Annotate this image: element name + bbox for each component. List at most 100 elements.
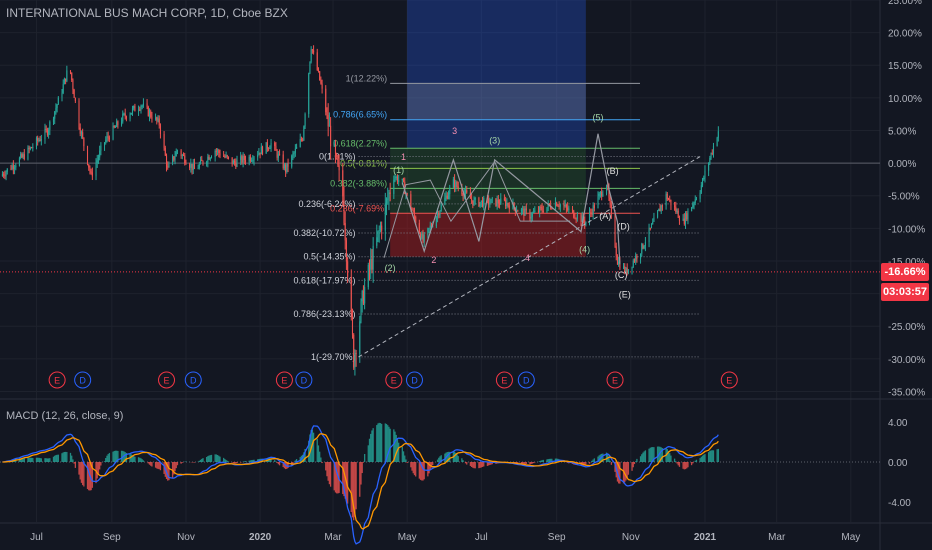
- fib-low-level-label: 0.382(-10.72%): [294, 228, 356, 238]
- candle-body: [198, 163, 200, 168]
- price-axis-tick-label: -5.00%: [888, 192, 920, 203]
- candle-body: [541, 207, 543, 211]
- candle-body: [308, 73, 310, 114]
- candle-body: [338, 165, 340, 171]
- candle-body: [223, 155, 225, 157]
- candle-body: [192, 163, 194, 170]
- candle-body: [32, 146, 34, 148]
- candle-body: [472, 200, 474, 205]
- candle-body: [398, 180, 400, 182]
- candle-body: [12, 165, 14, 169]
- candle-body: [134, 105, 136, 112]
- candle-body: [252, 160, 254, 162]
- dividend-marker-label: D: [411, 376, 418, 386]
- candle-body: [394, 177, 396, 180]
- candle-body: [121, 121, 123, 125]
- fib-low-level-label: 0.5(-14.35%): [304, 252, 356, 262]
- time-axis-tick-label: Nov: [622, 532, 640, 543]
- candle-body: [23, 154, 25, 160]
- candle-body: [669, 199, 671, 201]
- candle-body: [45, 128, 47, 130]
- candle-body: [512, 202, 514, 210]
- candle-body: [395, 176, 397, 178]
- candle-body: [325, 88, 327, 113]
- candle-body: [497, 199, 499, 204]
- candle-body: [130, 112, 132, 115]
- candle-body: [376, 237, 378, 246]
- candle-body: [602, 193, 604, 197]
- candle-body: [513, 202, 515, 208]
- time-axis-tick-label: Nov: [177, 532, 195, 543]
- candle-body: [209, 157, 211, 160]
- candle-body: [665, 193, 667, 206]
- candle-body: [294, 148, 296, 153]
- wave-label: (4): [579, 245, 590, 255]
- candle-body: [240, 156, 242, 160]
- candle-body: [683, 218, 685, 224]
- price-axis-tick-label: -35.00%: [888, 387, 925, 398]
- price-axis-tick-label: 10.00%: [888, 94, 922, 105]
- candle-body: [200, 159, 202, 164]
- candle-body: [546, 207, 548, 213]
- candle-body: [163, 133, 165, 148]
- candle-body: [423, 234, 425, 242]
- candle-body: [310, 49, 312, 62]
- candle-body: [57, 97, 59, 105]
- candle-body: [35, 138, 38, 147]
- candle-body: [206, 162, 208, 164]
- candle-body: [624, 266, 626, 273]
- candle-body: [236, 159, 238, 167]
- earnings-marker: [606, 371, 624, 389]
- candle-body: [242, 155, 244, 163]
- candle-body: [449, 187, 451, 195]
- candle-body: [14, 167, 16, 169]
- candle-body: [251, 160, 253, 162]
- candle-body: [313, 50, 315, 53]
- candle-body: [558, 205, 560, 207]
- candle-body: [667, 199, 670, 201]
- candle-body: [649, 227, 651, 229]
- candle-body: [576, 214, 578, 219]
- candle-body: [447, 194, 450, 199]
- candle-body: [174, 156, 176, 160]
- candle-body: [716, 137, 718, 146]
- candle-body: [253, 157, 255, 161]
- candle-body: [4, 175, 6, 177]
- candle-body: [321, 83, 323, 89]
- candle-body: [712, 145, 715, 154]
- candle-body: [490, 199, 492, 203]
- candle-body: [427, 228, 429, 235]
- candle-body: [479, 202, 481, 207]
- last-price-tag: -16.66%: [881, 263, 929, 281]
- candle-body: [601, 191, 603, 197]
- candle-body: [227, 156, 230, 158]
- fib-high-level-label: 0.618(2.27%): [333, 138, 387, 148]
- candle-body: [80, 132, 82, 134]
- candle-body: [499, 203, 501, 205]
- signal-line: [2, 433, 719, 530]
- candle-body: [700, 185, 702, 193]
- candle-body: [678, 217, 680, 221]
- price-axis-tick-label: -15.00%: [888, 257, 925, 268]
- candle-body: [197, 167, 199, 169]
- candle-body: [505, 200, 507, 207]
- candle-body: [496, 199, 498, 206]
- candle-body: [327, 115, 329, 127]
- candle-body: [140, 105, 142, 110]
- macd-line: [2, 425, 719, 545]
- candle-body: [124, 113, 126, 117]
- candle-body: [704, 170, 706, 179]
- candle-body: [677, 210, 679, 218]
- candle-body: [249, 156, 251, 161]
- candle-body: [265, 142, 267, 154]
- candle-body: [6, 168, 8, 172]
- candle-body: [605, 185, 608, 194]
- elliott-wave-zigzag: [401, 133, 621, 265]
- trend-line: [358, 156, 701, 358]
- candle-body: [22, 154, 24, 158]
- candle-body: [65, 78, 67, 82]
- earnings-marker: [158, 371, 176, 389]
- candle-body: [217, 150, 219, 152]
- candle-body: [90, 171, 92, 173]
